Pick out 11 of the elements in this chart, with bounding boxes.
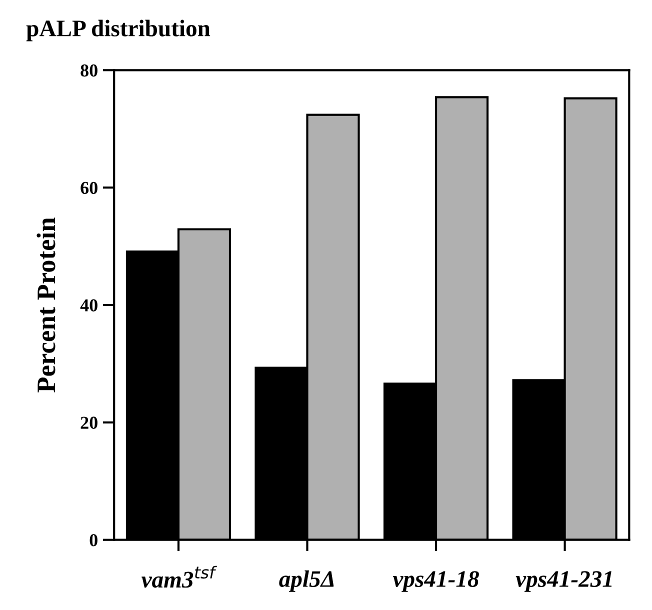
x-tick-label: apl5Δ bbox=[279, 570, 334, 592]
x-tick-label: vps41-18 bbox=[392, 571, 479, 592]
y-tick-label: 0 bbox=[90, 534, 98, 546]
y-tick-label: 20 bbox=[80, 416, 98, 429]
x-tick-label: vps41-231 bbox=[516, 571, 612, 592]
y-axis-title: Percent Protein bbox=[36, 218, 56, 392]
x-tick-label: vam3$^{tsf}$ bbox=[142, 566, 217, 588]
y-tick-label: 80 bbox=[80, 64, 98, 77]
y-tick-label: 40 bbox=[80, 299, 98, 312]
chart-title: pALP distribution bbox=[26, 20, 210, 42]
y-tick-label: 60 bbox=[80, 182, 98, 194]
